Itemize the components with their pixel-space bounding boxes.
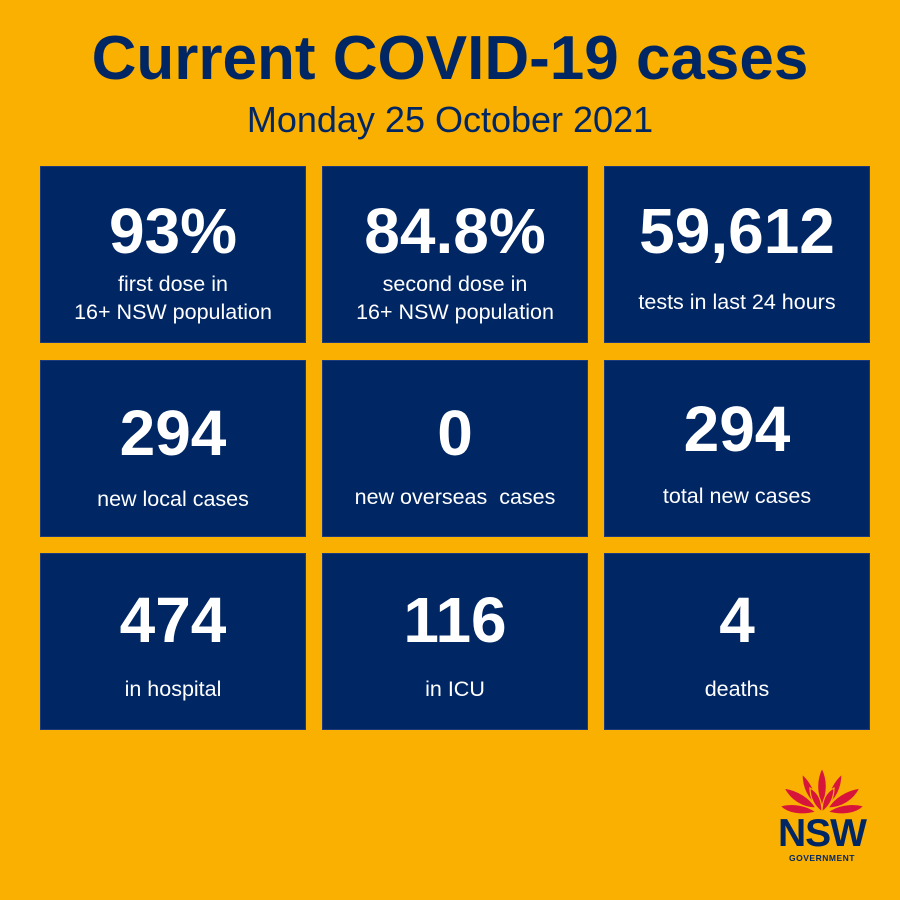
stat-tile-overseas-cases: 0 new overseas cases	[322, 360, 588, 537]
logo-wordmark: NSW	[778, 812, 867, 855]
stat-label: tests in last 24 hours	[638, 290, 836, 314]
stat-label: in ICU	[425, 677, 485, 701]
stat-value: 116	[403, 584, 507, 656]
stat-value: 93%	[108, 195, 238, 267]
stat-label: in hospital	[124, 677, 222, 701]
stat-tile-total-cases: 294 total new cases	[604, 360, 870, 537]
page-date: Monday 25 October 2021	[246, 99, 654, 140]
stat-value: 474	[119, 584, 227, 656]
stat-label: new overseas cases	[354, 485, 556, 509]
stat-tile-local-cases: 294 new local cases	[40, 360, 306, 537]
stat-value: 294	[683, 393, 791, 465]
stat-label: second dose in 16+ NSW population	[356, 272, 554, 324]
stat-value: 0	[437, 397, 473, 469]
stat-label: new local cases	[97, 487, 249, 511]
stat-value: 84.8%	[364, 195, 546, 267]
stat-tile-deaths: 4 deaths	[604, 553, 870, 730]
stat-tile-icu: 116 in ICU	[322, 553, 588, 730]
stat-tile-hospital: 474 in hospital	[40, 553, 306, 730]
stat-value: 294	[119, 397, 227, 469]
stat-value: 59,612	[639, 195, 835, 267]
stat-tile-tests: 59,612 tests in last 24 hours	[604, 166, 870, 343]
stat-tile-second-dose: 84.8% second dose in 16+ NSW population	[322, 166, 588, 343]
stat-label: total new cases	[662, 484, 812, 508]
stat-label: first dose in 16+ NSW population	[74, 272, 272, 324]
stat-tile-first-dose: 93% first dose in 16+ NSW population	[40, 166, 306, 343]
logo-subtitle: GOVERNMENT	[789, 853, 855, 863]
page-title: Current COVID-19 cases	[91, 24, 809, 93]
stat-value: 4	[719, 584, 755, 656]
stat-label: deaths	[704, 677, 770, 701]
waratah-flower-icon	[778, 766, 866, 815]
